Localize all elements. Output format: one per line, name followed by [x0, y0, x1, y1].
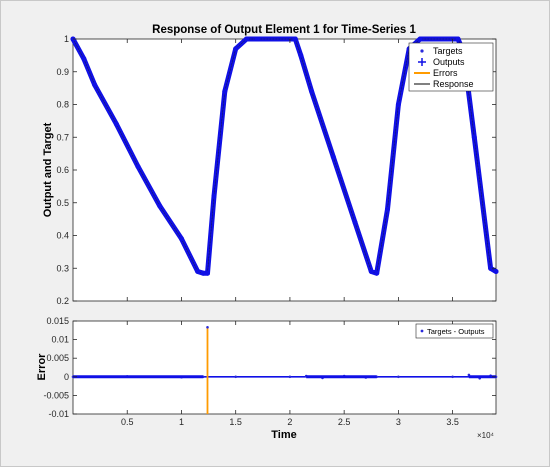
chart-title: Response of Output Element 1 for Time-Se…: [152, 24, 416, 36]
response-y-tick-label: 0.8: [56, 100, 69, 110]
error-point: [288, 375, 292, 379]
error-legend-box: [415, 323, 494, 339]
target-point: [374, 270, 380, 276]
response-y-label: Output and Target: [42, 122, 54, 217]
error-y-label: Error: [36, 353, 48, 381]
error-y-tick-label: -0.005: [43, 390, 69, 400]
target-point: [157, 203, 163, 209]
target-point: [395, 102, 401, 107]
target-point: [195, 269, 201, 274]
target-point: [309, 88, 315, 94]
legend-targets-outputs-label: Targets - Outputs: [427, 327, 485, 336]
error-point: [206, 326, 209, 329]
target-point: [330, 154, 336, 160]
response-y-ticks: 0.2 0.3 0.4 0.5 0.6 0.7 0.8 0.9 1: [56, 34, 496, 306]
error-point: [397, 375, 400, 379]
target-point: [488, 265, 494, 271]
legend-targets-label: Targets: [433, 46, 463, 56]
target-point: [113, 121, 119, 127]
error-y-tick-label: 0.015: [46, 316, 69, 326]
legend-outputs-label: Outputs: [433, 57, 465, 67]
target-point: [292, 36, 298, 42]
response-y-tick-label: 1: [64, 34, 69, 44]
legend-targets-marker: [420, 49, 424, 53]
response-y-tick-label: 0.5: [56, 198, 69, 208]
error-axes: -0.01 -0.005 0 0.005 0.01 0.015 0.5 1 1.5 2 2.5 3 3…: [36, 39, 498, 441]
error-y-tick-label: 0.005: [46, 353, 69, 363]
legend-response-label: Response: [433, 79, 474, 89]
response-y-tick-label: 0.2: [56, 296, 69, 306]
target-point: [455, 36, 461, 42]
error-y-tick-label: -0.01: [48, 409, 69, 419]
response-y-tick-label: 0.4: [56, 231, 69, 241]
legend-errors-label: Errors: [433, 68, 458, 78]
error-legend: Targets - Outputs: [415, 323, 494, 339]
error-x-tick-label: 2: [287, 417, 292, 427]
error-point: [451, 375, 454, 379]
response-axes: 0.2 0.3 0.4 0.5 0.6 0.7 0.8 0.9 1 Response of Ou…: [42, 24, 499, 306]
error-x-tick-label: 3.5: [446, 417, 459, 427]
target-point: [298, 52, 304, 58]
error-x-tick-label: 3: [396, 417, 401, 427]
response-y-tick-label: 0.9: [56, 67, 69, 77]
response-series: [70, 36, 499, 276]
legend-outputs-marker: [418, 58, 426, 66]
target-point: [92, 82, 98, 88]
target-point: [471, 134, 477, 140]
error-x-label: Time: [271, 429, 296, 441]
target-point: [205, 270, 210, 276]
target-point: [135, 164, 141, 170]
error-x-tick-label: 0.5: [121, 417, 134, 427]
target-point: [233, 46, 239, 52]
error-x-tick-label: 1.5: [229, 417, 242, 427]
target-point: [368, 269, 374, 274]
target-point: [254, 36, 260, 42]
target-point: [222, 88, 228, 94]
error-y-tick-label: 0.01: [51, 335, 69, 345]
target-point: [244, 36, 249, 42]
response-legend: Targets Outputs Errors Response: [408, 42, 494, 92]
error-series: [71, 326, 498, 414]
x-exponent-label: ×10⁴: [477, 431, 495, 440]
target-point: [352, 219, 358, 225]
response-y-tick-label: 0.6: [56, 165, 69, 175]
error-x-ticks: 0.5 1 1.5 2 2.5 3 3.5: [121, 39, 459, 427]
target-point: [200, 270, 206, 276]
response-y-tick-label: 0.3: [56, 263, 69, 273]
legend-targets-outputs-marker: [420, 329, 424, 333]
target-point: [493, 269, 499, 274]
error-y-ticks: -0.01 -0.005 0 0.005 0.01 0.015: [43, 316, 496, 419]
target-point: [179, 236, 184, 242]
target-point: [417, 36, 423, 42]
response-y-tick-label: 0.7: [56, 132, 69, 142]
error-y-tick-label: 0: [64, 372, 69, 382]
target-point: [385, 206, 390, 212]
target-point: [81, 56, 87, 62]
error-x-tick-label: 1: [179, 417, 184, 427]
target-point: [211, 193, 217, 199]
error-x-tick-label: 2.5: [338, 417, 351, 427]
error-point: [234, 375, 237, 379]
